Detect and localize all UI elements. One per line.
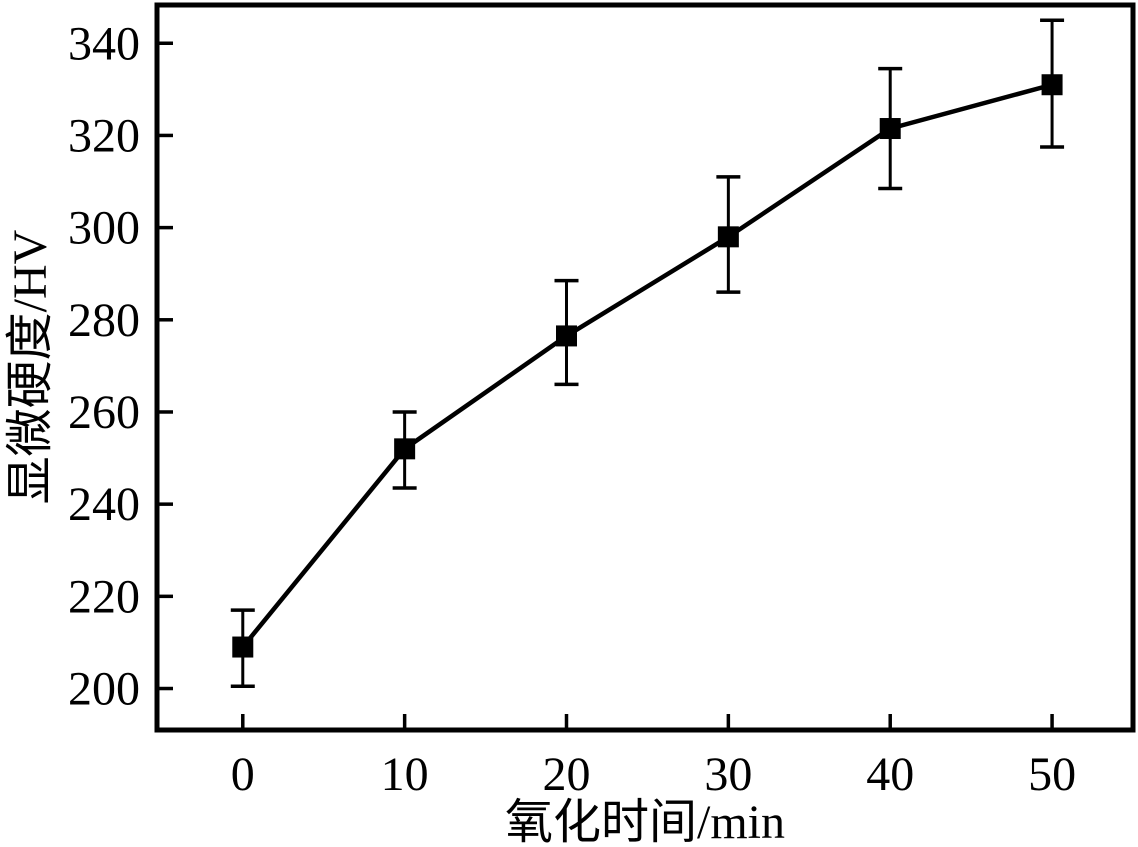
data-point-marker <box>394 438 416 460</box>
x-tick-label: 0 <box>231 748 255 801</box>
y-tick-label: 260 <box>68 386 140 439</box>
x-tick-label: 30 <box>704 748 752 801</box>
data-point-marker <box>1041 74 1063 96</box>
x-tick-label: 20 <box>542 748 590 801</box>
x-tick-label: 40 <box>866 748 914 801</box>
y-tick-label: 280 <box>68 294 140 347</box>
x-tick-label: 10 <box>381 748 429 801</box>
x-tick-label: 50 <box>1028 748 1076 801</box>
data-point-marker <box>879 118 901 140</box>
y-tick-label: 200 <box>68 663 140 716</box>
data-point-marker <box>232 636 254 658</box>
plot-layer: 0 10 20 30 40 50 200 220 240 260 280 300 320 340 <box>68 2 1136 801</box>
y-tick-label: 300 <box>68 202 140 255</box>
y-tick-label: 340 <box>68 17 140 70</box>
y-tick-label: 240 <box>68 478 140 531</box>
y-tick-label: 220 <box>68 570 140 623</box>
x-axis-label: 氧化时间/min <box>505 796 785 847</box>
y-tick-label: 320 <box>68 109 140 162</box>
data-point-marker <box>717 226 739 248</box>
data-line <box>241 82 1053 649</box>
data-point-marker <box>555 325 577 347</box>
y-axis-label: 显微硬度/HV <box>4 229 57 504</box>
plot-frame <box>154 2 1136 733</box>
